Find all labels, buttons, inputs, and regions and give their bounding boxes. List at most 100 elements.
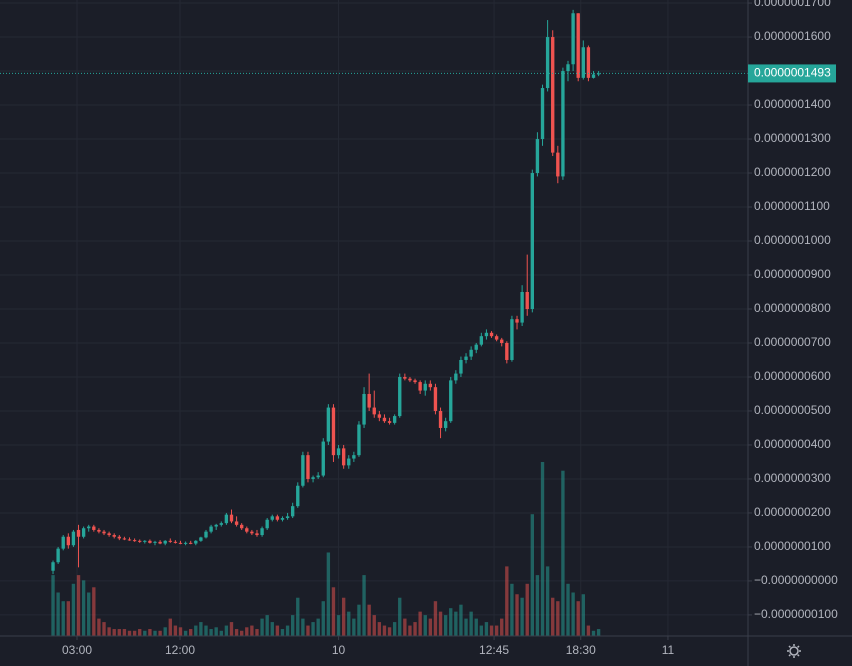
candle-body (168, 540, 172, 542)
candle-body (290, 506, 295, 517)
volume-bar (301, 618, 305, 636)
y-tick-label: −0.0000000100 (754, 607, 838, 621)
candle-body (551, 37, 555, 153)
volume-bar (158, 630, 162, 636)
candle-body (97, 529, 101, 532)
candle-body (61, 536, 65, 549)
volume-bar (66, 601, 71, 636)
candle-body (540, 88, 545, 140)
volume-bar (525, 583, 529, 636)
volume-bar (275, 625, 280, 636)
volume-bar (316, 618, 320, 636)
candle-body (71, 531, 76, 546)
volume-bar (372, 615, 376, 636)
volume-bar (500, 618, 504, 636)
candle-body (362, 393, 366, 425)
volume-bar (51, 575, 55, 636)
volume-bar (270, 622, 274, 636)
volume-bar (112, 629, 116, 636)
candle-body (153, 541, 157, 543)
volume-bar (250, 625, 254, 636)
volume-bar (454, 611, 458, 636)
y-tick-label: 0.0000000900 (754, 267, 831, 281)
candle-body (591, 74, 596, 78)
candle-body (117, 536, 121, 539)
candle-body (484, 332, 489, 337)
candle-body (581, 47, 585, 78)
candle-body (199, 537, 203, 541)
y-tick-label: 0.0000001200 (754, 165, 831, 179)
volume-bar (561, 470, 565, 636)
candle-body (525, 291, 529, 309)
candle-body (367, 393, 371, 408)
volume-bar (265, 615, 269, 636)
y-tick-label: 0.0000001400 (754, 97, 831, 111)
candle-body (56, 548, 60, 563)
candle-body (530, 173, 535, 309)
volume-bar (433, 601, 438, 636)
volume-bar (326, 552, 331, 636)
volume-bar (438, 611, 443, 636)
candle-body (489, 332, 494, 337)
volume-layer (51, 462, 601, 636)
x-tick-label: 12:00 (165, 643, 195, 657)
candle-body (158, 541, 162, 544)
candle-body (464, 356, 468, 360)
volume-bar (540, 462, 545, 636)
candle-body (454, 373, 458, 381)
candle-body (596, 73, 601, 75)
volume-bar (132, 630, 137, 636)
candle-body (270, 516, 274, 520)
volume-bar (530, 514, 535, 636)
volume-bar (408, 625, 412, 636)
volume-bar (168, 618, 172, 636)
candle-body (469, 349, 473, 357)
gear-center (789, 646, 799, 656)
y-tick-label: 0.0000000200 (754, 505, 831, 519)
volume-bar (87, 592, 91, 636)
candle-body (173, 541, 178, 543)
candle-body (423, 383, 427, 391)
candle-body (586, 47, 591, 78)
candle-body (51, 562, 55, 571)
candle-body (132, 540, 137, 542)
volume-bar (204, 625, 208, 636)
volume-bar (321, 601, 325, 636)
volume-bar (194, 625, 198, 636)
volume-bar (566, 583, 570, 636)
volume-bar (71, 583, 76, 636)
volume-bar (122, 629, 127, 636)
candle-body (357, 424, 361, 456)
y-tick-label: 0.0000001000 (754, 233, 831, 247)
candle-body (255, 533, 259, 536)
candle-body (443, 421, 448, 428)
volume-bar (92, 587, 96, 636)
candle-body (250, 531, 254, 534)
candle-body (398, 376, 402, 417)
volume-bar (229, 622, 234, 636)
candle-body (571, 13, 575, 65)
volume-bar (173, 625, 178, 636)
x-tick-label: 03:00 (62, 643, 92, 657)
settings-icon[interactable] (787, 644, 801, 658)
y-tick-label: 0.0000000600 (754, 369, 831, 383)
x-tick-label: 11 (662, 643, 675, 657)
candle-body (214, 524, 218, 527)
volume-bar (418, 611, 422, 636)
axes: 0.00000017000.00000016000.00000015000.00… (62, 0, 838, 657)
candle-body (234, 521, 239, 525)
volume-bar (469, 611, 473, 636)
candle-body (372, 407, 376, 415)
candle-body (229, 514, 234, 522)
candle-body (459, 359, 463, 374)
candle-body (163, 540, 167, 544)
volume-bar (367, 604, 371, 636)
volume-bar (61, 601, 65, 636)
volume-bar (392, 622, 397, 636)
volume-bar (255, 629, 259, 636)
candle-body (306, 455, 310, 479)
candle-body (392, 416, 397, 423)
volume-bar (459, 604, 463, 636)
volume-bar (423, 615, 427, 636)
volume-bar (449, 608, 453, 636)
